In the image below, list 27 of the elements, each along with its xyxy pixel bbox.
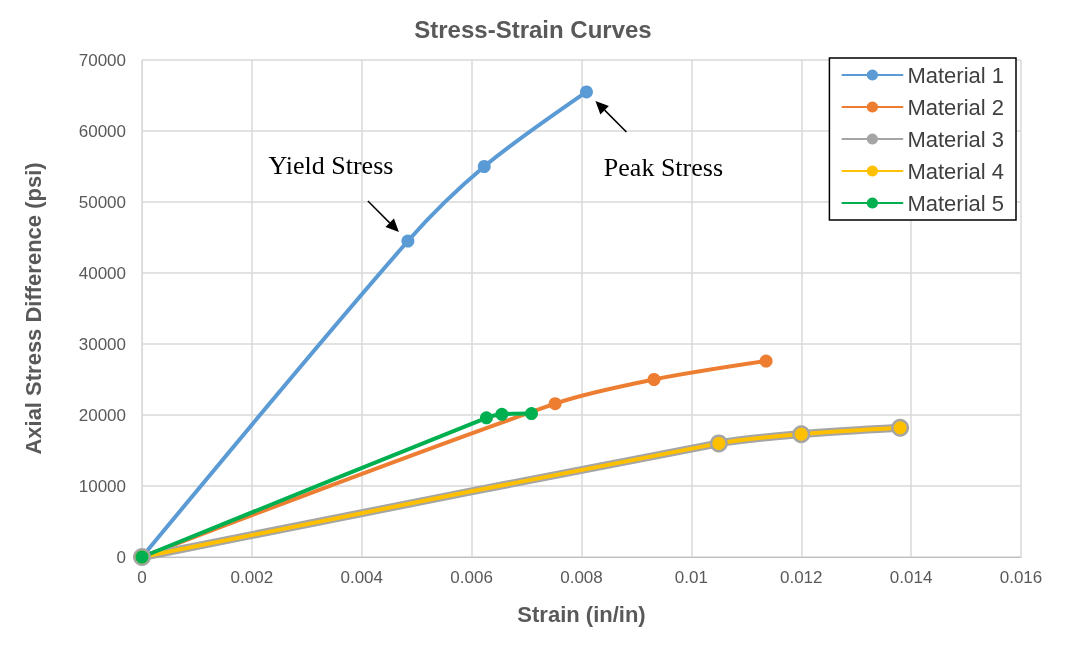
y-tick-label: 40000 [78, 263, 126, 283]
x-axis-title: Strain (in/in) [517, 601, 646, 627]
x-tick-label: 0.004 [340, 568, 384, 587]
y-tick-label: 10000 [78, 476, 126, 496]
legend-label: Material 1 [907, 62, 1004, 88]
chart-title: Stress-Strain Curves [414, 15, 652, 43]
y-axis-title: Axial Stress Difference (psi) [20, 162, 46, 455]
y-tick-label: 0 [116, 547, 126, 567]
y-tick-label: 50000 [78, 192, 126, 212]
x-tick-label: 0.002 [230, 568, 274, 587]
x-tick-label: 0.01 [674, 568, 708, 587]
legend-label: Material 3 [907, 126, 1004, 152]
y-tick-label: 60000 [78, 121, 126, 141]
annotation: Yield Stress [268, 150, 394, 180]
y-tick-label: 20000 [78, 405, 126, 425]
y-tick-label: 30000 [78, 334, 126, 354]
x-tick-label: 0.008 [560, 568, 603, 587]
x-tick-label: 0.014 [889, 568, 933, 587]
legend-label: Material 5 [907, 190, 1004, 216]
x-tick-label: 0.012 [779, 568, 823, 587]
y-tick-label: 70000 [78, 50, 126, 70]
x-tick-label: 0 [137, 568, 147, 587]
annotation: Peak Stress [603, 153, 724, 183]
x-tick-label: 0.016 [999, 568, 1043, 587]
legend-label: Material 4 [907, 158, 1004, 184]
legend-label: Material 2 [907, 94, 1004, 120]
x-tick-label: 0.006 [450, 568, 493, 587]
